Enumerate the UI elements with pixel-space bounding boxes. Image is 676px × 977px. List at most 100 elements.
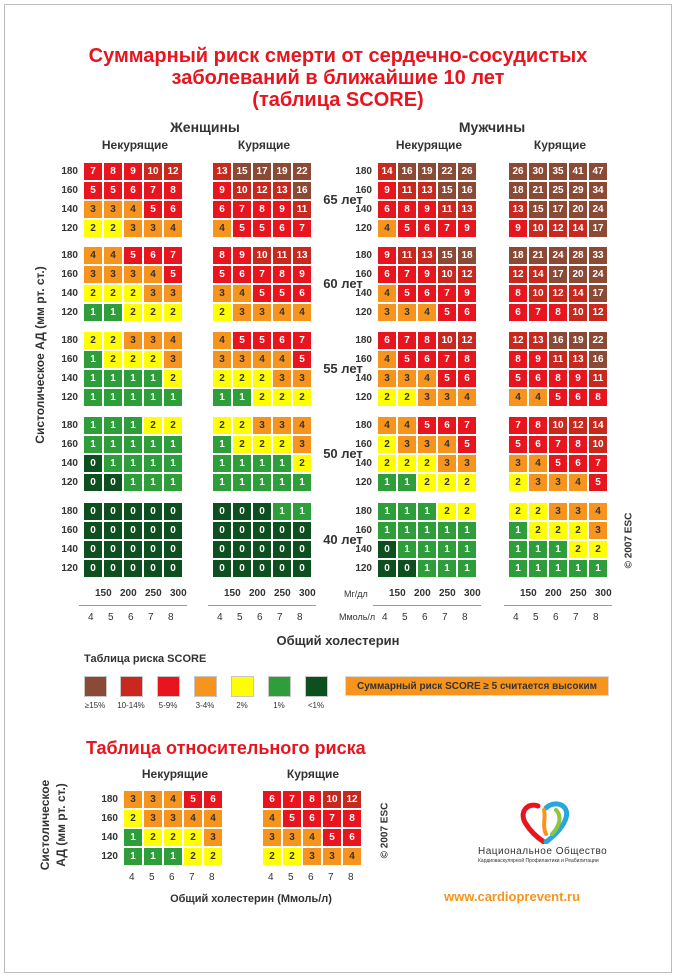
risk-cell: 9: [123, 162, 143, 181]
score-grid-women-smoking: 8 9 10 11 13 5 6 7 8 9 3 4 5 5 6 2 3 3 4 4: [212, 246, 312, 322]
risk-cell: 0: [292, 540, 312, 559]
risk-cell: 1: [457, 521, 477, 540]
axis-line: [373, 605, 481, 606]
risk-cell: 0: [83, 502, 103, 521]
risk-cell: 4: [183, 809, 203, 828]
risk-cell: 9: [377, 181, 397, 200]
risk-cell: 0: [143, 559, 163, 578]
risk-cell: 1: [272, 454, 292, 473]
risk-cell: 2: [272, 388, 292, 407]
risk-cell: 0: [272, 521, 292, 540]
risk-cell: 0: [163, 540, 183, 559]
risk-cell: 4: [397, 416, 417, 435]
risk-cell: 1: [548, 559, 568, 578]
risk-cell: 4: [272, 303, 292, 322]
risk-cell: 3: [548, 502, 568, 521]
risk-cell: 24: [588, 265, 608, 284]
risk-cell: 14: [528, 265, 548, 284]
mmol-tick: 6: [553, 612, 559, 623]
risk-cell: 3: [143, 790, 163, 809]
age-label: 50 лет: [323, 446, 363, 461]
bp-label: 180: [355, 250, 372, 261]
bp-label: 160: [61, 439, 78, 450]
logo-subtitle: Кардиоваскулярной Профилактики и Реабили…: [478, 858, 599, 864]
risk-cell: 4: [123, 200, 143, 219]
risk-cell: 4: [342, 847, 362, 866]
relative-bp-label: 120: [101, 851, 118, 862]
risk-cell: 10: [548, 416, 568, 435]
risk-cell: 1: [83, 388, 103, 407]
risk-cell: 5: [212, 265, 232, 284]
risk-cell: 6: [457, 303, 477, 322]
risk-cell: 11: [548, 350, 568, 369]
bp-label: 160: [61, 525, 78, 536]
risk-cell: 5: [437, 303, 457, 322]
risk-cell: 2: [123, 350, 143, 369]
risk-cell: 0: [212, 502, 232, 521]
website-link[interactable]: www.cardioprevent.ru: [444, 889, 581, 904]
risk-cell: 1: [143, 454, 163, 473]
risk-cell: 1: [83, 435, 103, 454]
bp-label: 160: [355, 439, 372, 450]
bp-label: 180: [355, 420, 372, 431]
risk-cell: 1: [103, 416, 123, 435]
mmol-tick: 8: [462, 612, 468, 623]
risk-cell: 2: [143, 350, 163, 369]
risk-cell: 13: [568, 350, 588, 369]
main-title-line2: заболеваний в ближайшие 10 лет: [171, 67, 505, 89]
score-grid-men-smoking: 12 13 16 19 22 8 9 11 13 16 5 6 8 9 11 4 4 5 6 8: [508, 331, 608, 407]
legend-swatch: [84, 676, 107, 697]
mmol-tick: 7: [277, 612, 283, 623]
risk-cell: 3: [232, 303, 252, 322]
risk-cell: 1: [397, 502, 417, 521]
risk-cell: 1: [143, 473, 163, 492]
risk-cell: 9: [528, 350, 548, 369]
age-label: 65 лет: [323, 192, 363, 207]
risk-cell: 0: [252, 502, 272, 521]
mmol-tick: 4: [217, 612, 223, 623]
risk-cell: 26: [508, 162, 528, 181]
risk-cell: 2: [397, 454, 417, 473]
risk-cell: 6: [437, 416, 457, 435]
y-axis-label: Систолическое АД (мм рт. ст.): [33, 266, 47, 444]
risk-cell: 1: [212, 473, 232, 492]
mgdl-tick: 150: [389, 588, 406, 599]
risk-cell: 2: [568, 540, 588, 559]
risk-cell: 20: [568, 265, 588, 284]
risk-cell: 5: [397, 219, 417, 238]
risk-cell: 0: [103, 502, 123, 521]
risk-cell: 19: [568, 331, 588, 350]
risk-cell: 6: [292, 284, 312, 303]
risk-cell: 1: [103, 435, 123, 454]
mmol-tick: 6: [257, 612, 263, 623]
risk-cell: 0: [123, 502, 143, 521]
risk-cell: 4: [437, 435, 457, 454]
risk-cell: 1: [377, 502, 397, 521]
risk-cell: 4: [377, 284, 397, 303]
risk-cell: 35: [548, 162, 568, 181]
risk-cell: 5: [548, 454, 568, 473]
risk-cell: 1: [252, 454, 272, 473]
risk-cell: 3: [417, 388, 437, 407]
mmol-tick: 7: [148, 612, 154, 623]
risk-cell: 17: [588, 219, 608, 238]
risk-cell: 6: [212, 200, 232, 219]
risk-cell: 8: [508, 350, 528, 369]
legend-label: ≥15%: [84, 701, 106, 710]
risk-cell: 29: [568, 181, 588, 200]
risk-cell: 1: [377, 473, 397, 492]
bp-label: 180: [61, 506, 78, 517]
relative-mmol-tick: 4: [268, 872, 274, 883]
risk-cell: 1: [437, 521, 457, 540]
relative-bp-label: 160: [101, 813, 118, 824]
risk-cell: 13: [272, 181, 292, 200]
relative-mmol-tick: 5: [149, 872, 155, 883]
risk-cell: 14: [588, 416, 608, 435]
legend-label: 5-9%: [158, 701, 178, 710]
risk-cell: 4: [292, 303, 312, 322]
risk-cell: 2: [252, 435, 272, 454]
risk-cell: 2: [437, 473, 457, 492]
mgdl-tick: 150: [520, 588, 537, 599]
